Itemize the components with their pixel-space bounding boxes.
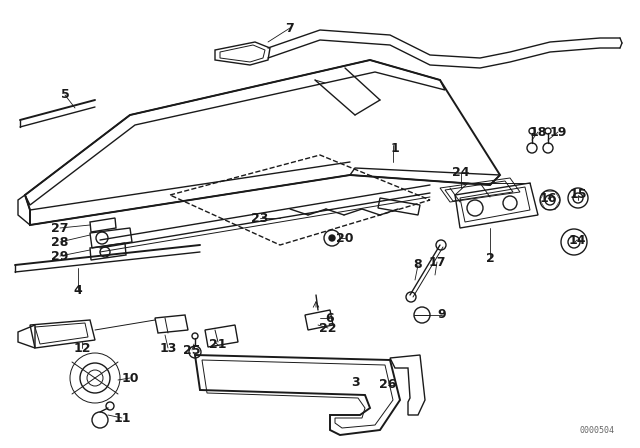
Text: 8: 8 — [413, 258, 422, 271]
Text: 12: 12 — [73, 341, 91, 354]
Text: 6: 6 — [326, 311, 334, 324]
Text: 23: 23 — [252, 211, 269, 224]
Text: 17: 17 — [428, 255, 445, 268]
Text: 14: 14 — [568, 233, 586, 246]
Text: 26: 26 — [380, 379, 397, 392]
Text: 10: 10 — [121, 371, 139, 384]
Text: 24: 24 — [452, 167, 470, 180]
Text: 7: 7 — [285, 22, 294, 34]
Text: 9: 9 — [438, 309, 446, 322]
Text: 15: 15 — [569, 189, 587, 202]
Text: 20: 20 — [336, 232, 354, 245]
Text: 16: 16 — [540, 191, 557, 204]
Text: 25: 25 — [183, 344, 201, 357]
Text: 28: 28 — [51, 236, 68, 249]
Text: 13: 13 — [159, 341, 177, 354]
Circle shape — [329, 235, 335, 241]
Text: 19: 19 — [549, 125, 566, 138]
Text: 29: 29 — [51, 250, 68, 263]
Text: 11: 11 — [113, 412, 131, 425]
Text: 27: 27 — [51, 221, 68, 234]
Text: 21: 21 — [209, 339, 227, 352]
Text: 0000504: 0000504 — [580, 426, 615, 435]
Text: 1: 1 — [390, 142, 399, 155]
Text: 4: 4 — [74, 284, 83, 297]
Text: 18: 18 — [529, 125, 547, 138]
Text: 2: 2 — [486, 251, 494, 264]
Text: 22: 22 — [319, 322, 337, 335]
Text: 5: 5 — [61, 89, 69, 102]
Text: 3: 3 — [351, 375, 359, 388]
